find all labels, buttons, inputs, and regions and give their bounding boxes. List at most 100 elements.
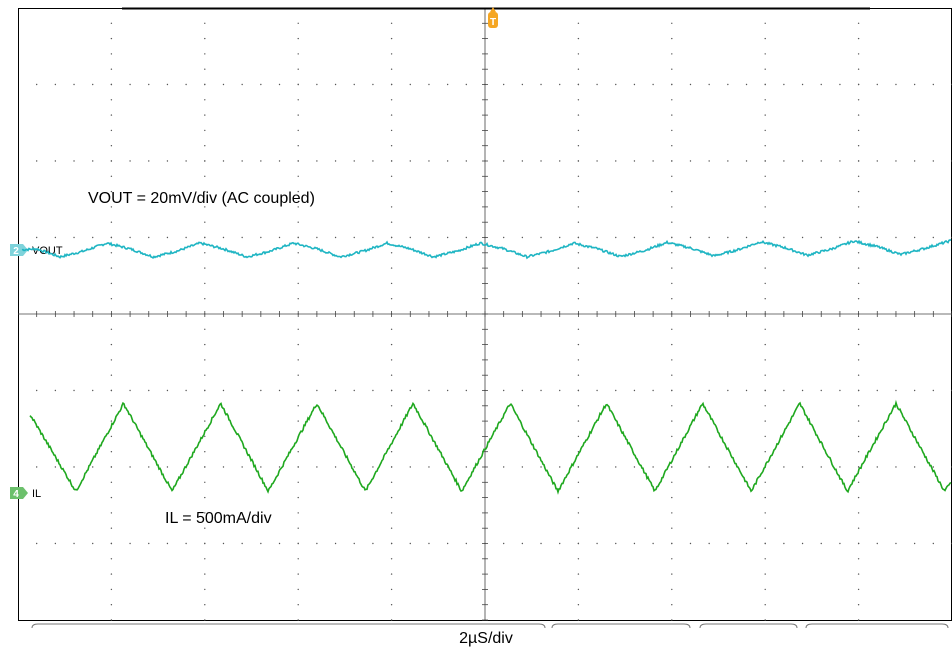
grid-dot [110, 466, 113, 468]
grid-dot [615, 236, 617, 239]
grid-dot [204, 267, 206, 269]
grid-dot [390, 298, 393, 300]
grid-dot [801, 389, 804, 392]
grid-dot [652, 389, 654, 392]
grid-dot [689, 160, 692, 162]
grid-dot [521, 389, 524, 392]
grid-dot [409, 83, 411, 86]
grid-dot [204, 604, 206, 606]
channel-4-marker: 4 IL [10, 487, 41, 500]
grid-dot [390, 435, 393, 438]
grid-dot [204, 588, 206, 591]
grid-dot [932, 542, 935, 545]
grid-dot [764, 160, 766, 162]
grid-dot [895, 160, 897, 162]
grid-dot [297, 53, 299, 55]
grid-dot [857, 619, 860, 621]
grid-dot [297, 328, 299, 330]
grid-dot [502, 542, 505, 545]
grid-dot [428, 83, 430, 86]
grid-dot [801, 83, 804, 86]
grid-dot [297, 527, 299, 529]
grid-dot [297, 282, 299, 285]
grid-dot [671, 496, 673, 499]
grid-dot [857, 466, 860, 468]
grid-dot [204, 83, 206, 86]
grid-dot [596, 236, 598, 239]
grid-dot [801, 160, 804, 162]
grid-dot [521, 542, 524, 545]
grid-dot [110, 160, 113, 162]
grid-dot [671, 558, 673, 560]
grid-dot [671, 619, 673, 621]
grid-dot [110, 619, 113, 621]
channel-2-marker-arrow [10, 244, 28, 256]
grid-dot [820, 83, 822, 86]
grid-dot [577, 267, 580, 269]
grid-dot [577, 343, 580, 346]
grid-dot [110, 328, 113, 330]
grid-dot [801, 466, 804, 468]
grid-dot [820, 389, 822, 392]
grid-dot [652, 160, 654, 162]
grid-dot [110, 252, 113, 254]
grid-dot [801, 236, 804, 239]
grid-dot [390, 175, 393, 177]
grid-dot [764, 236, 766, 239]
grid-dot [428, 542, 430, 545]
grid-dot [409, 542, 411, 545]
grid-dot [671, 37, 673, 40]
grid-dot [764, 512, 766, 514]
grid-dot [390, 160, 393, 162]
grid-dot [222, 466, 225, 468]
grid-dot [857, 190, 860, 193]
grid-dot [801, 542, 804, 545]
grid-dot [446, 389, 449, 392]
grid-dot [390, 206, 393, 208]
grid-dot [260, 466, 262, 468]
grid-dot [390, 359, 393, 361]
grid-dot [241, 466, 243, 468]
grid-dot [857, 175, 860, 177]
grid-dot [297, 389, 299, 392]
grid-dot [577, 37, 580, 40]
grid-dot [932, 466, 935, 468]
grid-dot [839, 160, 841, 162]
grid-dot [689, 466, 692, 468]
grid-dot [839, 236, 841, 239]
grid-dot [783, 466, 785, 468]
grid-dot [110, 190, 113, 193]
grid-dot [932, 160, 935, 162]
grid-dot [671, 405, 673, 407]
grid-dot [671, 160, 673, 162]
grid-dot [857, 343, 860, 346]
grid-dot [390, 619, 393, 621]
grid-dot [390, 389, 393, 392]
grid-dot [54, 466, 57, 468]
grid-dot [428, 466, 430, 468]
grid-dot [577, 619, 580, 621]
grid-dot [745, 160, 748, 162]
grid-dot [260, 236, 262, 239]
grid-dot [110, 588, 113, 591]
grid-dot [540, 160, 542, 162]
grid-dot [372, 236, 374, 239]
grid-dot [334, 466, 337, 468]
grid-dot [577, 53, 580, 55]
grid-dot [204, 328, 206, 330]
grid-dot [671, 114, 673, 116]
grid-dot [671, 267, 673, 269]
grid-dot [521, 83, 524, 86]
grid-dot [577, 190, 580, 193]
grid-dot [708, 542, 710, 545]
grid-dot [316, 236, 318, 239]
grid-dot [54, 236, 57, 239]
bracket [805, 623, 949, 629]
grid-dot [390, 282, 393, 285]
grid-dot [764, 588, 766, 591]
grid-dot [185, 160, 187, 162]
grid-dot [110, 221, 113, 223]
grid-dot [465, 389, 468, 392]
grid-dot [372, 542, 374, 545]
grid-dot [708, 160, 710, 162]
